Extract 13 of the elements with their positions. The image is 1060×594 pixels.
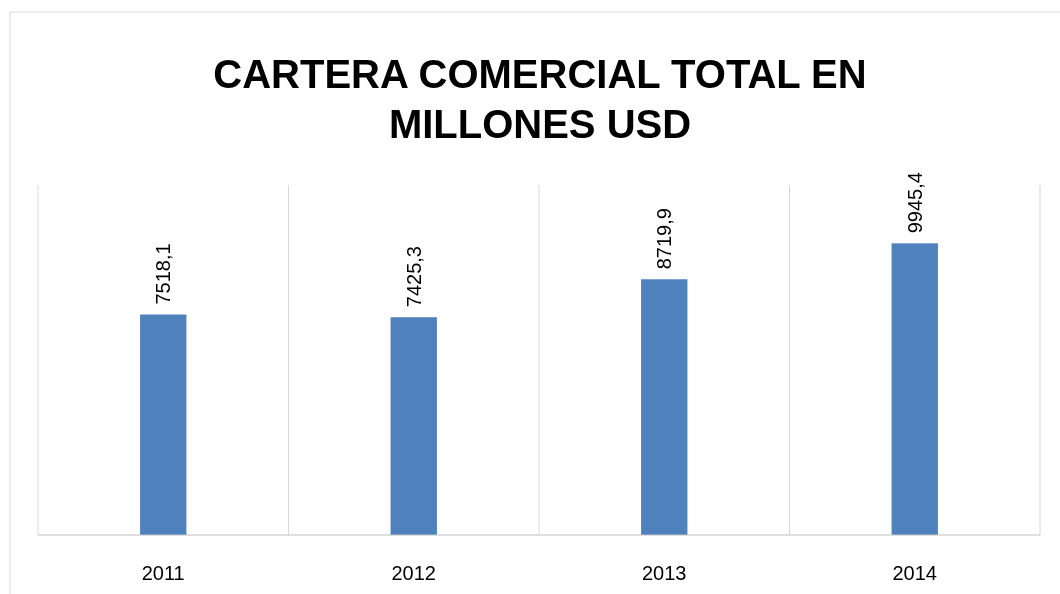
bar <box>641 279 688 535</box>
chart-title: CARTERA COMERCIAL TOTAL EN MILLONES USD <box>213 52 867 146</box>
data-label: 8719,9 <box>653 208 676 270</box>
x-tick-label: 2011 <box>141 562 185 584</box>
x-tick-label: 2013 <box>642 562 687 584</box>
data-label: 7518,1 <box>152 243 175 305</box>
data-label: 9945,4 <box>903 172 926 234</box>
bar <box>140 314 187 535</box>
bar <box>390 317 437 535</box>
x-tick-label: 2012 <box>391 562 436 584</box>
x-tick-label: 2014 <box>892 562 937 584</box>
data-label: 7425,3 <box>402 246 425 308</box>
bar <box>891 243 938 535</box>
